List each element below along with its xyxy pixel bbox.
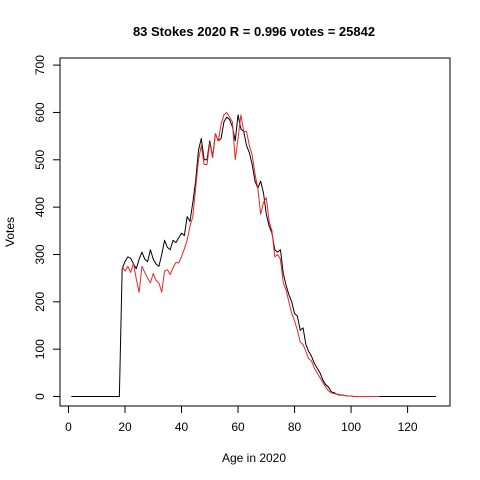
y-tick-label: 700 [33,55,47,75]
x-axis: 0 20 40 60 80 100 120 [65,405,418,434]
y-tick-label: 0 [33,393,47,400]
y-tick-label: 200 [33,292,47,312]
x-tick-label: 40 [175,420,189,434]
series-line-2 [121,111,380,398]
x-tick-label: 20 [118,420,132,434]
x-axis-label: Age in 2020 [222,451,286,465]
x-tick-label: 60 [231,420,245,434]
y-tick-label: 600 [33,102,47,122]
y-axis-label: Votes [3,217,17,247]
plot-frame [59,57,451,407]
x-tick-label: 80 [288,420,302,434]
y-tick-label: 500 [33,149,47,169]
x-tick-label: 0 [65,420,72,434]
series-layer [71,111,436,398]
y-tick-label: 100 [33,339,47,359]
y-tick-label: 300 [33,244,47,264]
y-tick-label: 400 [33,197,47,217]
chart-title: 83 Stokes 2020 R = 0.996 votes = 25842 [133,24,375,39]
x-tick-label: 120 [398,420,418,434]
y-axis: 0 100 200 300 400 500 600 700 [33,55,61,400]
series-line-1 [71,114,436,398]
x-tick-label: 100 [341,420,361,434]
